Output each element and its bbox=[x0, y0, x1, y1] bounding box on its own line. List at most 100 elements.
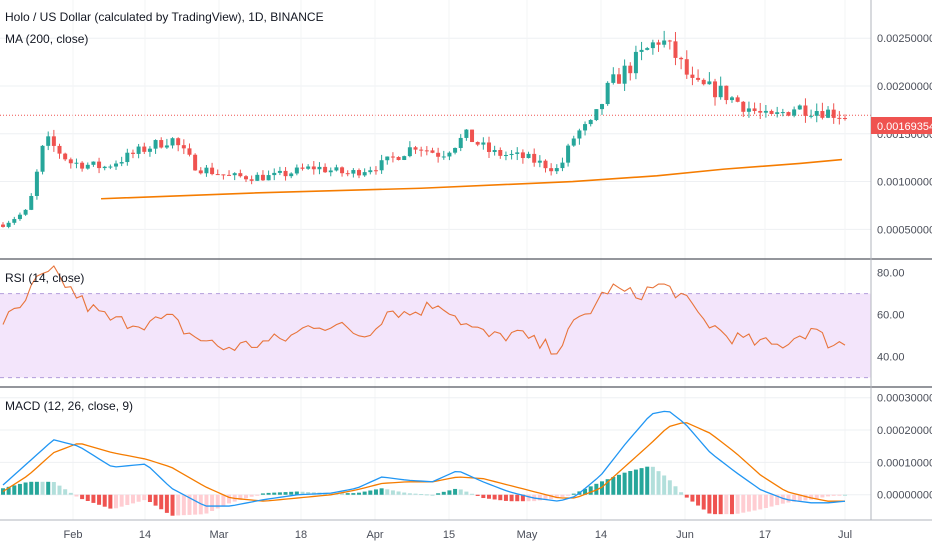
candle-body bbox=[114, 163, 119, 167]
macd-tick-label: 0.00030000 bbox=[877, 393, 932, 405]
macd-histogram-bar bbox=[503, 494, 508, 501]
candle-body bbox=[752, 108, 757, 111]
candle-body bbox=[594, 109, 599, 121]
macd-histogram-bar bbox=[159, 494, 164, 510]
macd-histogram-bar bbox=[509, 494, 514, 502]
macd-histogram-bar bbox=[277, 492, 282, 495]
candle-body bbox=[741, 101, 746, 112]
macd-line bbox=[2, 410, 846, 507]
macd-histogram-bar bbox=[831, 494, 836, 496]
candle-body bbox=[176, 138, 181, 146]
candle-body bbox=[340, 167, 345, 174]
candle-body bbox=[153, 140, 158, 149]
candle-body bbox=[46, 136, 51, 146]
macd-histogram-bar bbox=[797, 494, 802, 502]
macd-histogram-bar bbox=[537, 494, 542, 501]
candle-body bbox=[23, 209, 28, 215]
candle-body bbox=[713, 81, 718, 98]
candle-body bbox=[283, 170, 288, 177]
macd-histogram-bar bbox=[345, 493, 350, 495]
candle-body bbox=[775, 112, 780, 114]
candle-body bbox=[707, 81, 712, 85]
candle-body bbox=[696, 77, 701, 80]
macd-histogram-bar bbox=[611, 477, 616, 495]
macd-histogram-bar bbox=[255, 494, 260, 496]
macd-histogram-bar bbox=[639, 468, 644, 495]
macd-histogram-bar bbox=[215, 494, 220, 509]
candle-body bbox=[102, 166, 107, 169]
candle-body bbox=[68, 159, 73, 164]
macd-histogram-bar bbox=[385, 489, 390, 495]
candle-body bbox=[769, 110, 774, 114]
macd-histogram-bar bbox=[616, 474, 621, 495]
macd-histogram-bar bbox=[97, 494, 102, 505]
macd-histogram-bar bbox=[294, 491, 299, 495]
candle-body bbox=[193, 154, 198, 171]
candle-body bbox=[85, 164, 90, 169]
macd-histogram-bar bbox=[193, 494, 198, 515]
macd-histogram-bar bbox=[696, 494, 701, 506]
macd-tick-label: 0.00000000 bbox=[877, 490, 932, 502]
macd-histogram-bar bbox=[549, 494, 554, 499]
candle-body bbox=[520, 152, 525, 159]
candle-body bbox=[645, 48, 650, 50]
macd-histogram-bar bbox=[272, 492, 277, 495]
macd-histogram-bar bbox=[379, 488, 384, 495]
macd-histogram-bar bbox=[164, 494, 169, 513]
price-tick-label: 0.00200000 bbox=[877, 81, 932, 93]
macd-histogram-bar bbox=[843, 494, 847, 496]
macd-histogram-bar bbox=[526, 494, 531, 502]
macd-histogram-bar bbox=[136, 494, 141, 502]
candle-body bbox=[549, 168, 554, 172]
macd-histogram-bar bbox=[289, 491, 294, 495]
macd-histogram-bar bbox=[12, 485, 17, 495]
candle-body bbox=[639, 49, 644, 52]
candle-body bbox=[679, 57, 684, 60]
macd-histogram-bar bbox=[170, 494, 175, 516]
candle-body bbox=[509, 153, 514, 156]
candle-body bbox=[786, 112, 791, 116]
macd-histogram-bar bbox=[125, 494, 130, 506]
time-tick-label: 15 bbox=[443, 529, 455, 541]
candle-body bbox=[820, 111, 825, 118]
candle-body bbox=[215, 174, 220, 176]
candle-body bbox=[803, 105, 808, 116]
last-price-tag: 0.00169354 bbox=[871, 117, 932, 134]
candle-body bbox=[503, 155, 508, 157]
candle-body bbox=[780, 112, 785, 114]
macd-histogram-bar bbox=[792, 494, 797, 502]
candle-body bbox=[232, 173, 237, 176]
candle-body bbox=[684, 59, 689, 75]
candle-body bbox=[51, 136, 56, 146]
candle-body bbox=[34, 171, 39, 196]
candle-body bbox=[724, 85, 729, 101]
candle-body bbox=[792, 109, 797, 116]
macd-histogram-bar bbox=[458, 489, 463, 495]
candle-body bbox=[402, 156, 407, 160]
time-tick-label: Mar bbox=[210, 529, 229, 541]
macd-histogram-bar bbox=[40, 481, 45, 495]
price-tick-label: 0.00100000 bbox=[877, 177, 932, 189]
candle-body bbox=[255, 174, 260, 181]
candle-body bbox=[334, 167, 339, 171]
macd-histogram-bar bbox=[85, 494, 90, 501]
macd-histogram-bar bbox=[187, 494, 192, 515]
candle-body bbox=[622, 65, 627, 84]
candle-body bbox=[633, 51, 638, 74]
macd-histogram-bar bbox=[656, 471, 661, 495]
candle-body bbox=[74, 162, 79, 164]
candle-body bbox=[407, 147, 412, 157]
candle-body bbox=[204, 167, 209, 174]
macd-histogram-bar bbox=[424, 494, 429, 496]
macd-histogram-bar bbox=[679, 492, 684, 495]
macd-histogram-bar bbox=[786, 494, 791, 503]
macd-histogram-bar bbox=[780, 494, 785, 504]
candle-body bbox=[323, 166, 328, 173]
time-tick-label: Jun bbox=[676, 529, 694, 541]
time-tick-label: Apr bbox=[366, 529, 383, 541]
candle-body bbox=[464, 129, 469, 138]
candle-body bbox=[373, 170, 378, 172]
candle-body bbox=[238, 173, 243, 177]
macd-histogram-bar bbox=[6, 486, 11, 495]
macd-histogram-bar bbox=[673, 486, 678, 495]
